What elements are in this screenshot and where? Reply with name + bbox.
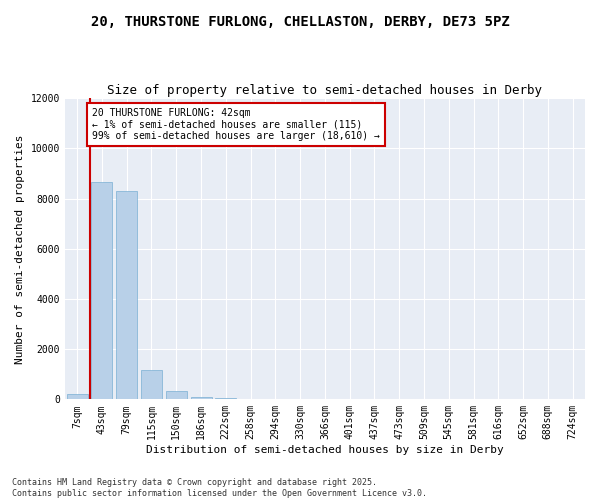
Bar	[215, 398, 236, 400]
Text: Contains HM Land Registry data © Crown copyright and database right 2025.
Contai: Contains HM Land Registry data © Crown c…	[12, 478, 427, 498]
Y-axis label: Number of semi-detached properties: Number of semi-detached properties	[15, 134, 25, 364]
Bar	[166, 391, 187, 400]
Bar	[67, 394, 88, 400]
Bar	[116, 191, 137, 400]
Bar	[191, 397, 212, 400]
Bar	[141, 370, 162, 400]
Text: 20, THURSTONE FURLONG, CHELLASTON, DERBY, DE73 5PZ: 20, THURSTONE FURLONG, CHELLASTON, DERBY…	[91, 15, 509, 29]
Bar	[91, 182, 112, 400]
Title: Size of property relative to semi-detached houses in Derby: Size of property relative to semi-detach…	[107, 84, 542, 97]
Text: 20 THURSTONE FURLONG: 42sqm
← 1% of semi-detached houses are smaller (115)
99% o: 20 THURSTONE FURLONG: 42sqm ← 1% of semi…	[92, 108, 380, 142]
X-axis label: Distribution of semi-detached houses by size in Derby: Distribution of semi-detached houses by …	[146, 445, 504, 455]
